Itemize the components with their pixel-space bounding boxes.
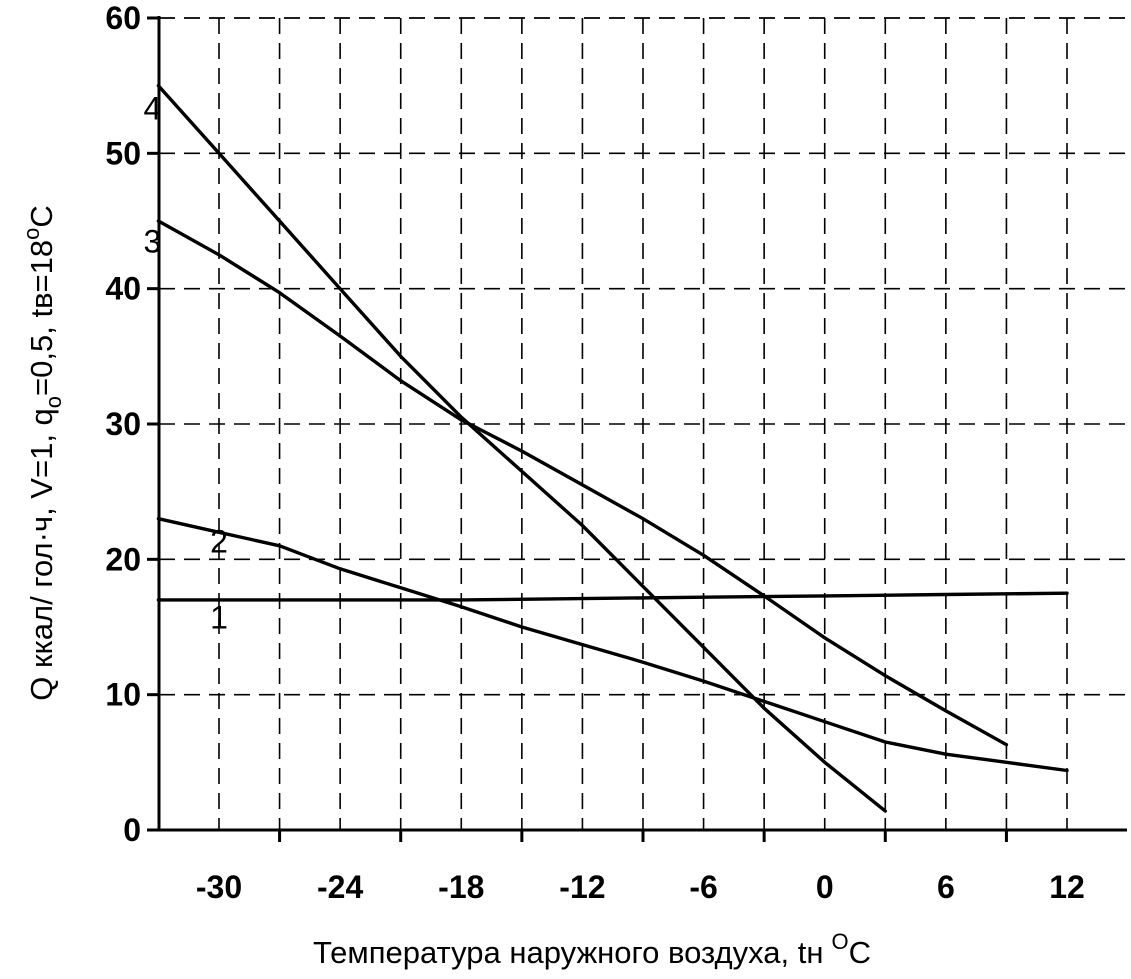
curve-label-3: 3 xyxy=(143,223,161,259)
curve-label-4: 4 xyxy=(143,91,161,127)
series-line-4 xyxy=(156,84,887,813)
curve-label-1: 1 xyxy=(210,600,228,636)
series-line-2 xyxy=(156,517,1069,773)
grid-lines xyxy=(159,17,1127,830)
x-tick-label--30: -30 xyxy=(196,869,242,905)
x-axis-label-unit: C xyxy=(849,935,871,970)
y-tick-labels: 0 10 20 30 40 50 60 xyxy=(105,0,141,848)
x-tick-label--24: -24 xyxy=(317,869,363,905)
y-tick-label-0: 0 xyxy=(123,812,141,848)
x-tick-label--18: -18 xyxy=(438,869,484,905)
x-tick-labels: -30 -24 -18 -12 -6 0 6 12 xyxy=(196,869,1085,905)
x-tick-label--6: -6 xyxy=(689,869,717,905)
y-axis-label-part: C xyxy=(24,205,59,227)
x-tick-label-6: 6 xyxy=(937,869,955,905)
y-tick-label-50: 50 xyxy=(105,135,141,171)
x-axis-label-main: Температура наружного воздуха, tн xyxy=(313,935,824,970)
y-tick-label-10: 10 xyxy=(105,677,141,713)
x-tick-label--12: -12 xyxy=(559,869,605,905)
y-axis-label: Q ккал/ гол·ч, V=1, qo=0,5, tв=18oC xyxy=(19,205,66,701)
y-axis-label-part: Q ккал/ гол·ч, V=1, q xyxy=(24,408,59,701)
y-tick-label-30: 30 xyxy=(105,406,141,442)
y-axis-label-part: o xyxy=(19,228,44,240)
curve-label-2: 2 xyxy=(210,524,228,560)
series-lines xyxy=(156,84,1069,813)
x-axis-label-sup: O xyxy=(832,929,849,954)
y-axis-label-part: =0,5, tв=18 xyxy=(24,240,59,396)
y-tick-label-40: 40 xyxy=(105,271,141,307)
x-tick-label-12: 12 xyxy=(1049,869,1085,905)
x-tick-label-0: 0 xyxy=(816,869,834,905)
y-tick-label-20: 20 xyxy=(105,541,141,577)
axes xyxy=(147,16,1127,842)
curve-labels: 1 2 3 4 xyxy=(143,91,227,636)
x-axis-label: Температура наружного воздуха, tн OC xyxy=(313,929,871,970)
series-line-1 xyxy=(156,591,1069,602)
series-line-3 xyxy=(156,219,1009,747)
y-tick-label-60: 60 xyxy=(105,0,141,36)
y-axis-label-part: o xyxy=(41,396,66,408)
